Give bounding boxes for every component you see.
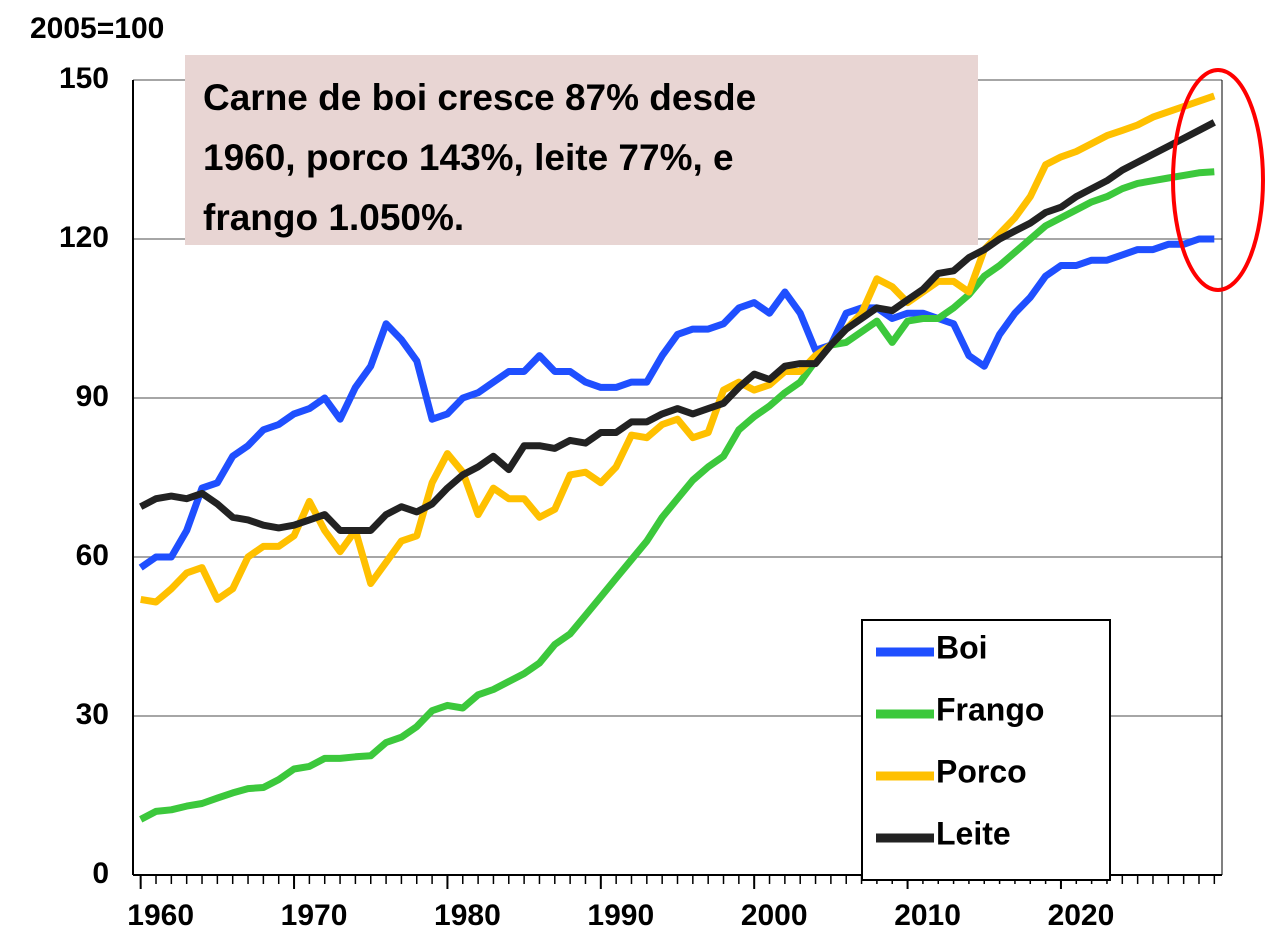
annotation-text: 1960, porco 143%, leite 77%, e bbox=[203, 137, 734, 178]
x-tick-label: 2010 bbox=[894, 899, 961, 932]
x-tick-label: 2020 bbox=[1048, 899, 1115, 932]
highlight-ellipse bbox=[1171, 68, 1265, 292]
legend-label: Frango bbox=[936, 691, 1044, 727]
data-line bbox=[139, 168, 1215, 823]
x-tick-label: 1970 bbox=[281, 899, 348, 932]
legend-label: Porco bbox=[936, 753, 1027, 789]
data-line bbox=[140, 92, 1216, 606]
y-axis-unit: 2005=100 bbox=[30, 12, 164, 45]
x-tick-label: 1990 bbox=[587, 899, 654, 932]
annotation-text: Carne de boi cresce 87% desde bbox=[203, 77, 756, 118]
y-tick-label: 120 bbox=[59, 221, 109, 254]
annotation-text: frango 1.050%. bbox=[203, 197, 464, 238]
x-tick-label: 1980 bbox=[434, 899, 501, 932]
y-tick-label: 150 bbox=[59, 62, 109, 95]
data-line bbox=[138, 235, 1215, 571]
y-tick-label: 60 bbox=[76, 539, 109, 572]
data-line bbox=[139, 119, 1216, 534]
x-tick-label: 2000 bbox=[741, 899, 808, 932]
legend-label: Leite bbox=[936, 815, 1011, 851]
annotation-box bbox=[185, 55, 978, 245]
y-tick-label: 90 bbox=[76, 380, 109, 413]
y-tick-label: 30 bbox=[76, 698, 109, 731]
legend-label: Boi bbox=[936, 629, 988, 665]
y-tick-label: 0 bbox=[92, 857, 109, 890]
x-tick-label: 1960 bbox=[127, 899, 194, 932]
